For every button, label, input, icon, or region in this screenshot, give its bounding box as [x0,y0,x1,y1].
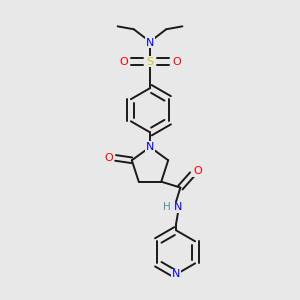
Text: N: N [146,142,154,152]
Text: O: O [119,57,128,67]
Text: O: O [193,167,202,176]
Text: N: N [172,269,180,279]
Text: S: S [146,57,154,67]
Text: N: N [174,202,182,212]
Text: O: O [105,153,113,163]
Text: O: O [172,57,181,67]
Text: H: H [163,202,171,212]
Text: N: N [146,38,154,47]
